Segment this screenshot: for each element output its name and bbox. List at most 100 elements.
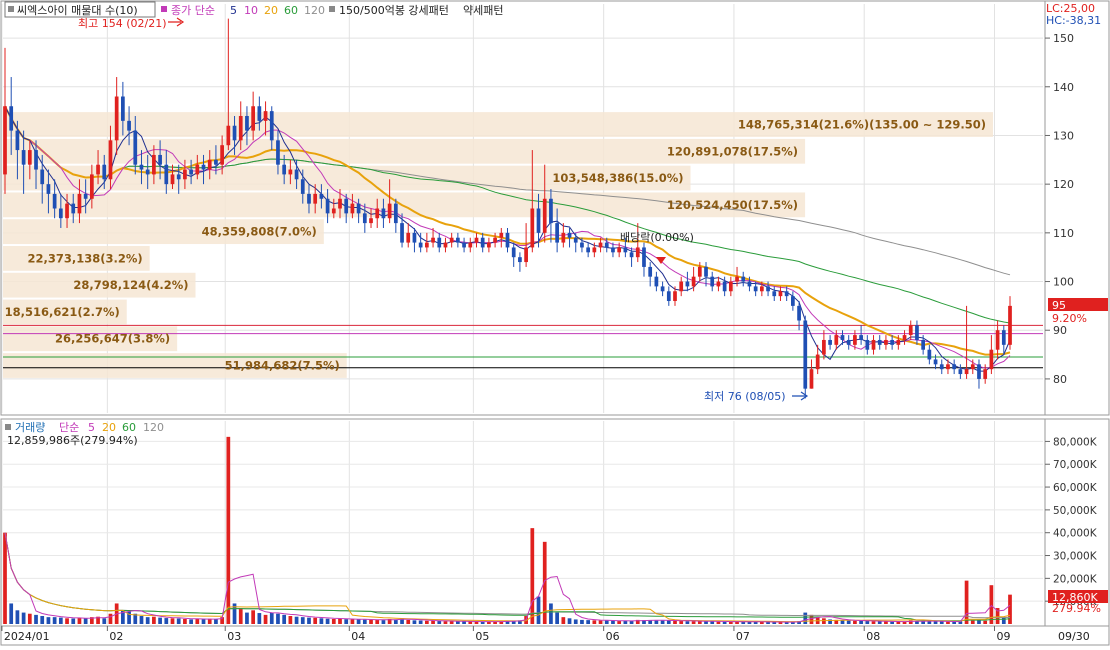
volume-bar: [381, 620, 386, 624]
candle-body: [877, 339, 882, 345]
volume-bar: [226, 436, 231, 624]
volume-last-value: 12,859,986주(279.94%): [7, 434, 138, 447]
candle-body: [220, 145, 224, 165]
candle-body: [617, 247, 622, 253]
volume-legend-ma[interactable]: 단순: [59, 421, 79, 434]
volume-profile-label: 51,984,682(7.5%): [225, 359, 340, 373]
candle-body: [542, 198, 547, 233]
volume-bar: [803, 612, 808, 624]
dividend-annotation: 배당락(0.00%): [620, 231, 694, 244]
candle-body: [406, 232, 411, 243]
volume-bar: [325, 618, 330, 624]
volume-ma-20-line: [4, 532, 1011, 623]
candle-body: [282, 164, 287, 175]
current-price-badge: [1048, 298, 1108, 311]
volume-profile-bar: [3, 219, 324, 245]
candle-body: [325, 198, 330, 214]
volume-legend-ma5[interactable]: 5: [88, 421, 95, 434]
volume-bar: [300, 617, 305, 624]
candle-body: [946, 364, 950, 370]
legend-ma120[interactable]: 120: [304, 4, 325, 17]
volume-bar: [877, 621, 882, 624]
volume-legend-ma120[interactable]: 120: [143, 421, 164, 434]
volume-bar: [449, 621, 454, 624]
candle-body: [567, 232, 572, 238]
candle-body: [462, 242, 466, 248]
volume-bar: [989, 585, 994, 624]
legend-ma60[interactable]: 60: [284, 4, 298, 17]
volume-bar: [65, 618, 69, 624]
volume-legend-ma20[interactable]: 20: [102, 421, 116, 434]
candle-body: [424, 242, 429, 248]
volume-bar: [958, 621, 963, 624]
candle-body: [666, 291, 671, 302]
volume-bar: [387, 618, 392, 624]
candle-body: [307, 193, 311, 204]
volume-bar: [121, 610, 125, 624]
volume-bar: [276, 613, 280, 624]
volume-bar: [629, 620, 634, 624]
candle-body: [251, 106, 256, 131]
candle-body: [369, 218, 373, 224]
volume-bar: [977, 620, 981, 624]
volume-bar: [1008, 594, 1012, 624]
candle-body: [797, 305, 801, 321]
legend-ma-label[interactable]: 종가 단순: [171, 4, 215, 17]
volume-profile-label: 28,798,124(4.2%): [73, 278, 188, 292]
volume-bar: [362, 619, 367, 624]
volume-bar: [406, 619, 411, 624]
volume-tick-label: 80,000K: [1053, 436, 1098, 448]
volume-bar: [691, 621, 696, 624]
legend-marker-pattern: [329, 6, 335, 12]
volume-bar: [865, 621, 870, 624]
candle-body: [890, 339, 894, 345]
candle-body: [629, 252, 634, 258]
legend-profile-label[interactable]: 씨엑스아이 매물대 수(10): [17, 4, 138, 17]
volume-bar: [431, 620, 435, 624]
volume-tick-label: 30,000K: [1053, 551, 1098, 563]
candle-body: [89, 174, 94, 199]
candle-body: [642, 247, 646, 267]
price-tick-label: 120: [1053, 178, 1074, 191]
volume-profile-label: 120,891,078(17.5%): [667, 144, 798, 158]
legend-ma10[interactable]: 10: [244, 4, 258, 17]
volume-bar: [437, 621, 442, 624]
current-volume-ratio: 279.94%: [1052, 602, 1101, 615]
volume-legend-title[interactable]: 거래량: [15, 421, 45, 434]
volume-tick-label: 20,000K: [1053, 573, 1098, 585]
candle-body: [108, 140, 113, 180]
volume-profile-label: 22,373,138(3.2%): [27, 251, 142, 265]
legend-pattern-strong[interactable]: 150/500억봉 강세패턴: [339, 4, 449, 17]
candle-body: [375, 208, 380, 219]
volume-bar: [890, 621, 894, 624]
price-tick-label: 140: [1053, 81, 1074, 94]
candle-body: [530, 208, 535, 248]
volume-bar: [592, 620, 597, 624]
legend-pattern-weak[interactable]: 약세패턴: [463, 3, 503, 17]
candle-body: [21, 150, 26, 165]
volume-bar: [611, 620, 615, 624]
volume-bar: [158, 617, 162, 624]
volume-bar: [27, 613, 32, 624]
date-tick-label: 03: [227, 630, 241, 643]
volume-bar: [183, 618, 187, 624]
volume-bar: [331, 618, 336, 624]
candle-body: [691, 276, 696, 287]
legend-ma5[interactable]: 5: [230, 4, 237, 17]
candle-body: [257, 106, 262, 121]
candle-body: [145, 169, 150, 175]
date-tick-label: 02: [109, 630, 123, 643]
candle-body: [319, 193, 324, 199]
volume-bar: [728, 621, 733, 624]
volume-bar: [152, 616, 156, 624]
volume-bar: [660, 620, 665, 624]
volume-legend-ma60[interactable]: 60: [122, 421, 136, 434]
candle-body: [381, 208, 386, 219]
volume-bar: [970, 620, 975, 624]
legend-ma20[interactable]: 20: [264, 4, 278, 17]
volume-bar: [778, 622, 783, 624]
dividend-marker-icon: [656, 257, 666, 264]
volume-bar: [710, 621, 715, 624]
volume-bar: [251, 610, 256, 624]
